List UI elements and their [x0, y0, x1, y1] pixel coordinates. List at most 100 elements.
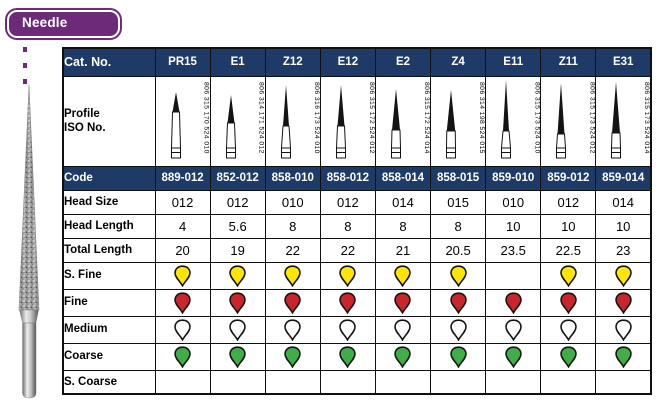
grit-row-label: S. Fine [62, 261, 156, 290]
bur-profile-drawing [335, 84, 346, 158]
profile-cell: 806 315 170 524 010 [154, 75, 211, 167]
spec-cell: 19 [209, 237, 266, 263]
grit-drop-icon [449, 264, 467, 287]
spec-cell: 10 [540, 213, 597, 239]
bur-profile-drawing [446, 89, 457, 158]
col-header-z12: Z12 [264, 47, 321, 77]
spec-cell: 22.5 [540, 237, 597, 263]
grit-row: S. Coarse [62, 369, 652, 395]
grit-drop-icon [229, 318, 246, 341]
code-cell: 852-012 [209, 165, 266, 191]
spec-cell: 8 [264, 213, 321, 239]
spec-cell: 010 [485, 189, 542, 215]
grit-drop-icon [560, 345, 577, 368]
spec-cell: 012 [154, 189, 211, 215]
code-cell: 858-010 [264, 165, 321, 191]
grit-row-label: Coarse [62, 342, 156, 371]
spec-cell: 5.6 [209, 213, 266, 239]
spec-cell: 10 [595, 213, 652, 239]
profile-cell: 806 315 173 524 014 [595, 75, 652, 167]
grit-drop-icon [174, 264, 191, 287]
grit-cell [154, 288, 211, 317]
code-cell: 889-012 [154, 165, 211, 191]
grit-cell [430, 261, 487, 290]
grit-cell [374, 342, 432, 371]
decorative-dot [23, 47, 27, 52]
grit-cell [540, 288, 597, 317]
grit-drop-icon [394, 291, 412, 314]
grit-drop-icon [614, 318, 632, 341]
grit-drop-icon [449, 291, 467, 314]
grit-cell [319, 342, 376, 371]
spec-cell: 23 [595, 237, 652, 263]
grit-cell [485, 369, 542, 395]
grit-cell [209, 342, 266, 371]
code-cell: 858-014 [374, 165, 432, 191]
grit-cell [595, 261, 652, 290]
grit-drop-icon [229, 291, 246, 314]
spec-cell: 010 [264, 189, 321, 215]
grit-cell [485, 342, 542, 371]
iso-number: 806 315 173 524 012 [588, 81, 596, 154]
grit-drop-icon [229, 264, 246, 287]
grit-row-label: S. Coarse [62, 369, 156, 395]
col-header-z11: Z11 [540, 47, 597, 77]
grit-cell [595, 342, 652, 371]
grit-cell [430, 288, 487, 317]
code-row-label: Code [62, 165, 156, 191]
code-cell: 859-014 [595, 165, 652, 191]
grit-cell [264, 342, 321, 371]
grit-row: Medium [62, 315, 652, 344]
grit-cell [374, 369, 432, 395]
bur-profile [211, 94, 264, 166]
decorative-dot [23, 79, 27, 84]
col-header-e11: E11 [485, 47, 542, 77]
bur-profile [376, 88, 429, 166]
grit-cell [540, 261, 597, 290]
grit-row: Coarse [62, 342, 652, 371]
iso-number: 806 316 173 524 010 [312, 81, 320, 154]
profile-cell: 806 315 172 524 012 [319, 75, 376, 167]
profile-cell: 806 316 173 524 010 [264, 75, 321, 167]
grit-cell [540, 315, 597, 344]
iso-number: 806 315 172 524 014 [423, 81, 431, 154]
grit-drop-icon [394, 318, 412, 341]
code-cell: 859-010 [485, 165, 542, 191]
spec-row: Total Length 20 19 22 22 21 20.5 23.5 22.5 23 [62, 237, 652, 263]
grit-drop-icon [614, 291, 632, 314]
grit-cell [485, 261, 542, 290]
grit-row-label: Medium [62, 315, 156, 344]
grit-cell [374, 261, 432, 290]
col-header-e31: E31 [595, 47, 652, 77]
spec-row-label: Total Length [62, 237, 156, 263]
grit-cell [319, 288, 376, 317]
col-header-e2: E2 [374, 47, 432, 77]
grit-cell [154, 261, 211, 290]
spec-cell: 22 [319, 237, 376, 263]
spec-row-label: Head Length [62, 213, 156, 239]
bur-profile [487, 79, 540, 166]
code-row: Code 889-012 852-012 858-010 858-012 858-014 8… [62, 165, 652, 191]
profile-cell: 806 315 172 524 014 [374, 75, 432, 167]
profile-cell: 806 315 173 524 012 [540, 75, 597, 167]
grit-cell [430, 315, 487, 344]
grit-drop-icon [229, 345, 246, 368]
grit-cell [430, 342, 487, 371]
grit-cell [154, 315, 211, 344]
needle-diamond-bur-photo [18, 84, 40, 399]
grit-cell [264, 315, 321, 344]
spec-cell: 015 [430, 189, 487, 215]
profile-cell: 806 314 198 524 015 [430, 75, 487, 167]
grit-cell [154, 342, 211, 371]
bur-profile-drawing [170, 91, 181, 158]
bur-profile-drawing [390, 88, 401, 158]
code-cell: 858-012 [319, 165, 376, 191]
grit-drop-icon [339, 318, 357, 341]
profile-cell: 806 314 171 524 012 [209, 75, 266, 167]
grit-drop-icon [174, 318, 191, 341]
grit-cell [595, 315, 652, 344]
bur-profile-drawing [556, 82, 567, 158]
spec-cell: 20.5 [430, 237, 487, 263]
grit-cell [319, 315, 376, 344]
grit-drop-icon [284, 291, 302, 314]
